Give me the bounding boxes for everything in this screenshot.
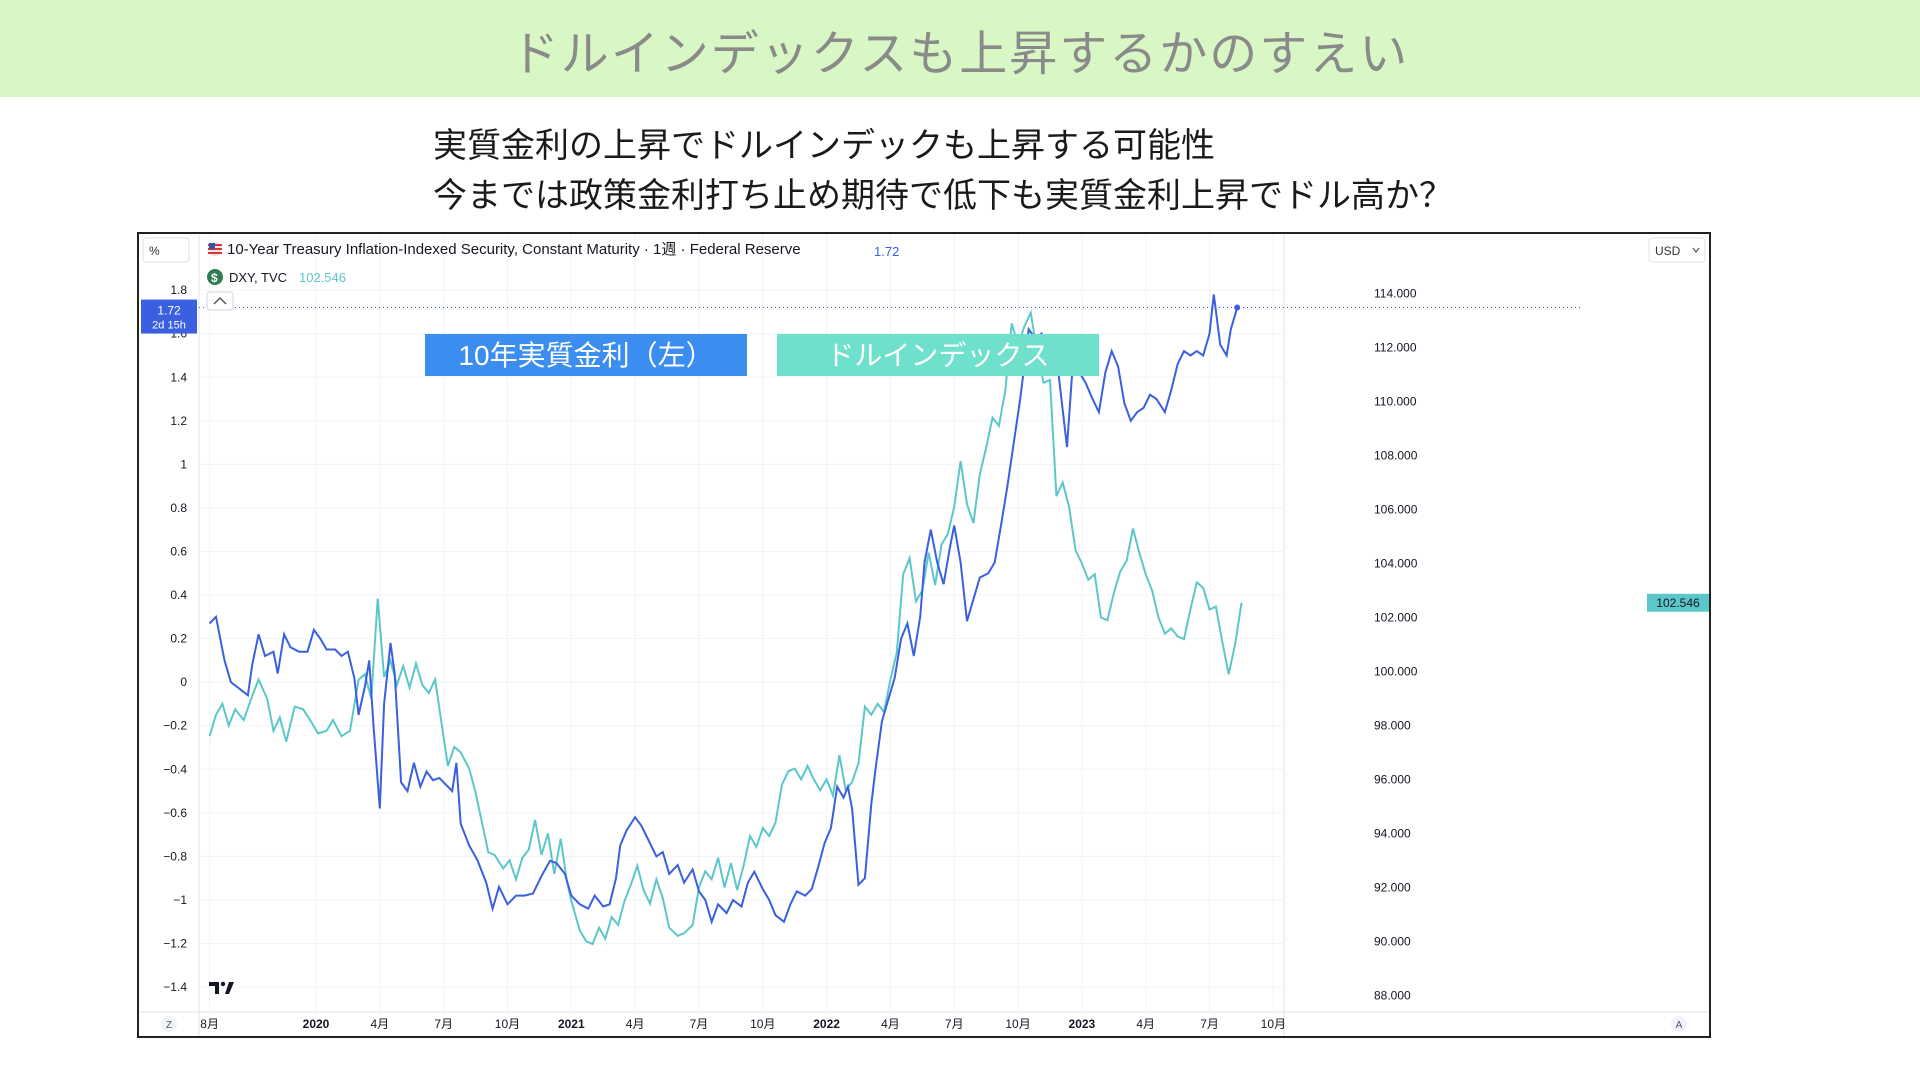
left-tick-label: −0.6 bbox=[163, 806, 187, 820]
right-marker-value: 102.546 bbox=[1656, 596, 1700, 610]
legend-dxy: ドルインデックス bbox=[777, 334, 1099, 376]
legend-dxy-label: ドルインデックス bbox=[826, 340, 1049, 371]
left-axis-ticks: −1.4 −1.2 −1 −0.8 −0.6 −0.4 −0.2 0 0.2 0.4 0.6 0.8 1… bbox=[163, 283, 187, 994]
left-tick-label: 0.2 bbox=[170, 632, 187, 646]
left-tick-label: −0.4 bbox=[163, 762, 187, 776]
right-axis-ticks: 88.000 90.000 92.000 94.000 96.000 98.000 100.… bbox=[1374, 287, 1418, 1003]
dollar-icon: $ bbox=[207, 269, 223, 285]
subtitle-line-2: 今までは政策金利打ち止め期待で低下も実質金利上昇でドル高か？ bbox=[433, 176, 1453, 216]
left-tick-label: 1.4 bbox=[170, 370, 187, 384]
currency-label: USD bbox=[1655, 244, 1681, 258]
left-tick-label: 0 bbox=[180, 675, 187, 689]
x-tick-label: 7月 bbox=[945, 1017, 964, 1031]
legend-real-rate-label: 10年実質金利（左） bbox=[458, 340, 713, 371]
right-tick-label: 102.000 bbox=[1374, 611, 1418, 625]
tradingview-logo: TV bbox=[139, 234, 234, 994]
left-tick-label: 0.6 bbox=[170, 545, 187, 559]
chevron-down-icon bbox=[1692, 247, 1700, 253]
right-tick-label: 104.000 bbox=[1374, 557, 1418, 571]
right-tick-label: 110.000 bbox=[1374, 395, 1417, 409]
x-tick-label: 4月 bbox=[626, 1017, 645, 1031]
right-tick-label: 96.000 bbox=[1374, 772, 1411, 786]
x-tick-label: 2022 bbox=[813, 1017, 840, 1031]
us-flag-icon bbox=[208, 242, 222, 256]
real-rate-line bbox=[208, 294, 1239, 925]
left-tick-label: 1 bbox=[180, 457, 187, 471]
left-tick-label: 1.8 bbox=[170, 283, 187, 297]
subtitle-line-1: 実質金利の上昇でドルインデックも上昇する可能性 bbox=[433, 126, 1215, 166]
chart-frame: −1.4 −1.2 −1 −0.8 −0.6 −0.4 −0.2 0 0.2 0.4 0.6 0.8 1… bbox=[137, 232, 1711, 1038]
real-rate-last-point bbox=[1234, 304, 1241, 311]
series2-value: 102.546 bbox=[299, 270, 346, 285]
legend-real-rate: 10年実質金利（左） bbox=[425, 334, 747, 376]
series1-title: 10-Year Treasury Inflation-Indexed Secur… bbox=[227, 241, 801, 258]
left-tick-label: 0.4 bbox=[170, 588, 187, 602]
right-tick-label: 100.000 bbox=[1374, 664, 1418, 678]
scale-a-button[interactable]: A bbox=[1671, 1016, 1687, 1032]
left-marker-countdown: 2d 15h bbox=[152, 320, 186, 332]
currency-select[interactable] bbox=[1648, 237, 1706, 263]
x-tick-label: 2023 bbox=[1069, 1017, 1096, 1031]
left-tick-label: 0.8 bbox=[170, 501, 187, 515]
x-tick-label: 2021 bbox=[558, 1017, 585, 1031]
x-tick-label: 10月 bbox=[1261, 1017, 1286, 1031]
x-tick-label: 10月 bbox=[495, 1017, 520, 1031]
x-tick-label: 7月 bbox=[434, 1017, 453, 1031]
left-unit-label: % bbox=[149, 244, 160, 258]
right-tick-label: 106.000 bbox=[1374, 503, 1418, 517]
x-tick-label: 7月 bbox=[690, 1017, 709, 1031]
x-tick-label: 4月 bbox=[1136, 1017, 1155, 1031]
x-tick-label: 2020 bbox=[303, 1017, 330, 1031]
dxy-line bbox=[208, 309, 1243, 946]
chart-svg: −1.4 −1.2 −1 −0.8 −0.6 −0.4 −0.2 0 0.2 0.4 0.6 0.8 1… bbox=[139, 234, 1709, 1036]
left-tick-label: −1 bbox=[173, 893, 187, 907]
chevron-up-icon bbox=[213, 296, 227, 305]
left-marker-value: 1.72 bbox=[157, 304, 181, 318]
left-tick-label: −1.4 bbox=[163, 980, 187, 994]
svg-text:$: $ bbox=[211, 271, 218, 285]
right-tick-label: 94.000 bbox=[1374, 826, 1411, 840]
right-tick-label: 108.000 bbox=[1374, 449, 1418, 463]
x-tick-label: 7月 bbox=[1200, 1017, 1219, 1031]
left-value-marker: 1.72 2d 15h bbox=[141, 299, 197, 334]
right-tick-label: 98.000 bbox=[1374, 718, 1411, 732]
scale-a-label: A bbox=[1676, 1020, 1683, 1031]
right-value-marker: 102.546 bbox=[1647, 593, 1709, 612]
right-tick-label: 90.000 bbox=[1374, 934, 1411, 948]
left-tick-label: −0.2 bbox=[163, 719, 187, 733]
left-tick-label: −1.2 bbox=[163, 937, 187, 951]
logo-text: TV bbox=[139, 234, 141, 235]
banner-title: ドルインデックスも上昇するかのすえい bbox=[510, 25, 1410, 82]
left-tick-label: 1.2 bbox=[170, 414, 187, 428]
left-unit-box[interactable] bbox=[142, 237, 190, 263]
x-tick-label: 4月 bbox=[881, 1017, 900, 1031]
series2-title: DXY, TVC bbox=[229, 270, 287, 285]
right-tick-label: 112.000 bbox=[1374, 341, 1417, 355]
series1-value: 1.72 bbox=[874, 244, 899, 259]
title-banner: ドルインデックスも上昇するかのすえい bbox=[0, 0, 1920, 97]
right-tick-label: 92.000 bbox=[1374, 880, 1411, 894]
collapse-legend-button[interactable] bbox=[206, 291, 234, 311]
x-tick-label: 8月 bbox=[200, 1017, 219, 1031]
x-axis-ticks: 8月 2020 4月 7月 10月 2021 4月 7月 10月 2022 4月 7月 10月 2023 4… bbox=[200, 1017, 1286, 1031]
right-tick-label: 114.000 bbox=[1374, 287, 1417, 301]
x-tick-label: 10月 bbox=[750, 1017, 775, 1031]
x-tick-label: 10月 bbox=[1005, 1017, 1030, 1031]
left-tick-label: −0.8 bbox=[163, 849, 187, 863]
right-tick-label: 88.000 bbox=[1374, 988, 1411, 1002]
x-tick-label: 4月 bbox=[370, 1017, 389, 1031]
scale-z-label: Z bbox=[166, 1020, 172, 1031]
scale-z-button[interactable]: Z bbox=[161, 1016, 177, 1032]
